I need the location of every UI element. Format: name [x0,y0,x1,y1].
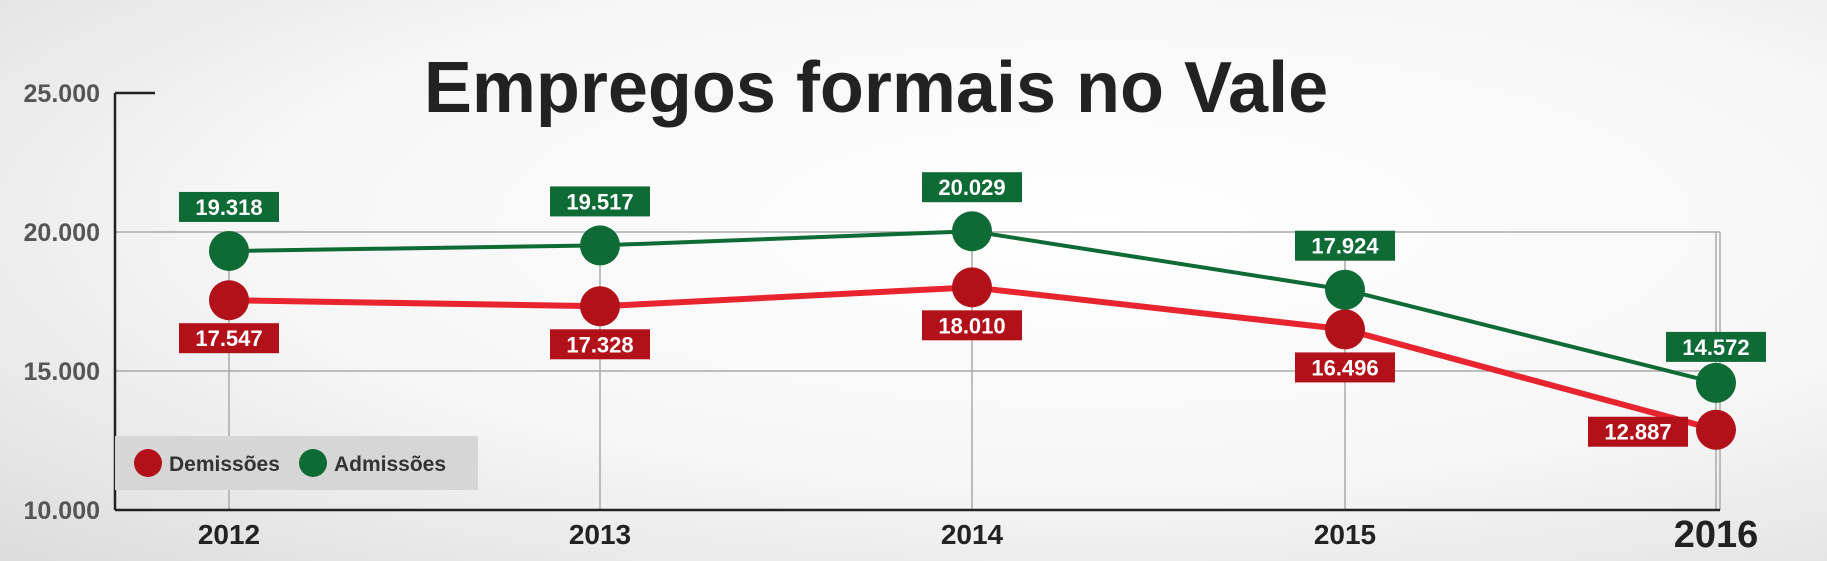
data-label-text: 17.547 [195,326,262,351]
data-label-box [1588,416,1688,447]
data-label-box [179,191,279,222]
data-label-box [922,310,1022,341]
data-label-demissoes: 17.328 [550,329,650,360]
data-label-admissoes: 14.572 [1666,331,1766,362]
legend-label-demissoes: Demissões [169,453,280,476]
x-tick-label: 2013 [569,519,631,550]
data-label-text: 19.318 [195,195,262,220]
data-label-demissoes: 12.887 [1588,416,1688,447]
data-label-admissoes: 17.924 [1295,230,1395,261]
y-tick-label: 15.000 [24,358,100,386]
data-point-demissoes [1325,309,1365,350]
data-label-box [922,172,1022,203]
legend: Demissões Admissões [115,436,478,490]
data-label-box [550,329,650,360]
data-label-admissoes: 19.318 [179,191,279,222]
data-point-demissoes [1696,409,1736,450]
data-label-box [1295,352,1395,383]
data-label-demissoes: 17.547 [179,323,279,354]
data-point-demissoes [580,286,620,327]
data-label-text: 17.924 [1311,234,1379,259]
legend-marker-demissoes [134,449,162,477]
data-point-admissoes [952,211,992,252]
x-tick-label: 2015 [1314,519,1376,550]
data-label-admissoes: 20.029 [922,172,1022,203]
data-label-text: 18.010 [938,313,1005,338]
data-label-admissoes: 19.517 [550,186,650,217]
data-point-admissoes [1696,362,1736,403]
data-label-text: 16.496 [1311,355,1378,380]
legend-marker-admissoes [299,449,327,477]
data-label-text: 12.887 [1604,420,1671,445]
data-labels: 19.318 19.517 20.029 17.924 14.572 17.547 17.3… [179,172,1766,447]
data-label-demissoes: 18.010 [922,310,1022,341]
data-label-demissoes: 16.496 [1295,352,1395,383]
series-points [209,211,1736,450]
x-tick-label: 2012 [198,519,260,550]
data-label-box [1295,230,1395,261]
y-tick-label: 20.000 [24,219,100,247]
y-axis-ticks: 10.000 15.000 20.000 25.000 [24,80,100,525]
data-label-text: 20.029 [938,175,1005,200]
data-label-box [550,186,650,217]
legend-label-admissoes: Admissões [334,453,446,476]
data-point-demissoes [209,280,249,321]
data-label-box [179,323,279,354]
data-point-admissoes [209,230,249,271]
x-axis-ticks: 2012 2013 2014 2015 2016 [198,514,1758,556]
y-tick-label: 25.000 [24,80,100,108]
chart-title: Empregos formais no Vale [424,48,1328,128]
x-tick-label: 2016 [1674,514,1759,556]
x-tick-label: 2014 [941,519,1004,550]
data-label-text: 14.572 [1682,335,1749,360]
data-label-text: 19.517 [566,189,633,214]
legend-background [115,436,478,490]
data-point-admissoes [1325,269,1365,310]
data-point-admissoes [580,225,620,266]
y-tick-label: 10.000 [24,497,100,525]
data-point-demissoes [952,267,992,308]
data-label-text: 17.328 [566,332,633,357]
data-label-box [1666,331,1766,362]
